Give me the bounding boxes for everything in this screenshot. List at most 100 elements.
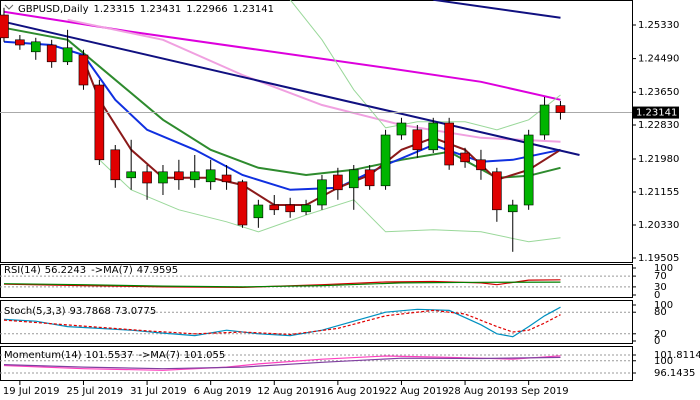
candle-body: [78, 54, 89, 86]
y-tick-label: 1.20330: [638, 220, 679, 231]
y-tick-label: 100: [654, 263, 673, 274]
candle-body: [94, 84, 105, 161]
y-tick-label: 0: [654, 336, 660, 347]
moving-average: [99, 159, 561, 243]
candle-body: [285, 204, 295, 213]
x-tick-label: 6 Aug 2019: [194, 386, 252, 397]
indicator-value: 47.9595: [137, 265, 178, 276]
candle-body: [0, 14, 9, 39]
indicator-name: Momentum(14): [4, 350, 82, 361]
x-tick-label: 12 Aug 2019: [257, 386, 321, 397]
panel-title: Stoch(5,3,3) 93.7868 73.0775: [4, 306, 156, 317]
candle-body: [237, 181, 248, 226]
title-low: 1.22966: [186, 4, 227, 15]
candle-body: [142, 171, 152, 184]
moving-average: [3, 40, 561, 191]
indicator-name: Stoch(5,3,3): [4, 306, 66, 317]
candle-body: [396, 122, 407, 136]
y-tick-label: 30: [654, 282, 667, 293]
y-tick-label: 101.8114: [654, 350, 700, 361]
x-tick-label: 19 Jul 2019: [3, 386, 60, 397]
stoch-frame: [0, 300, 633, 344]
y-tick-label: 1.23650: [638, 87, 679, 98]
y-tick-label: 1.25330: [638, 20, 679, 31]
current-price-label: 1.23141: [636, 108, 677, 119]
moving-average: [3, 20, 580, 156]
candle-body: [253, 204, 264, 219]
candle-body: [174, 171, 184, 181]
candle-body: [126, 171, 136, 179]
main-frame: [0, 0, 633, 263]
candle-body: [555, 105, 566, 113]
x-tick-label: 25 Jul 2019: [66, 386, 123, 397]
rsi-frame: [0, 264, 633, 298]
y-tick-label: 96.1435: [654, 368, 695, 379]
candle-body: [333, 174, 343, 191]
x-tick-label: 31 Jul 2019: [130, 386, 187, 397]
candle-body: [46, 44, 57, 63]
candle-body: [301, 204, 311, 213]
candle-body: [317, 179, 327, 206]
indicator-name: ->MA(7): [91, 265, 133, 276]
moving-average: [3, 26, 561, 179]
indicator-value: 101.5537: [86, 350, 134, 361]
indicator-line: [3, 279, 561, 289]
title-open: 1.23315: [94, 4, 135, 15]
chart-title: GBPUSD,Daily 1.23315 1.23431 1.22966 1.23141: [18, 4, 274, 15]
indicator-value: 73.0775: [115, 306, 156, 317]
candle-body: [189, 171, 200, 181]
y-tick-label: 1.22830: [638, 120, 679, 131]
moving-average: [433, 0, 561, 19]
symbol: GBPUSD,Daily: [18, 4, 89, 15]
y-tick-label: 1.21155: [638, 187, 679, 198]
candle-body: [348, 169, 359, 189]
candle-body: [476, 159, 486, 171]
candle-body: [444, 122, 454, 166]
y-tick-label: 100: [654, 356, 673, 367]
indicator-value: 56.2243: [45, 265, 86, 276]
candle-body: [380, 134, 391, 187]
candle-body: [30, 41, 41, 53]
y-tick-label: 100: [654, 300, 673, 311]
candle-body: [205, 169, 216, 183]
y-tick-label: 1.19505: [638, 253, 679, 264]
candle-body: [62, 47, 73, 63]
candle-body: [523, 134, 534, 206]
moving-average: [289, 0, 561, 131]
collapse-icon: [4, 4, 14, 10]
y-tick-label: 1.24490: [638, 54, 679, 65]
x-tick-label: 22 Aug 2019: [384, 386, 448, 397]
x-tick-label: 3 Sep 2019: [512, 386, 569, 397]
candle-body: [221, 174, 232, 183]
x-tick-label: 28 Aug 2019: [448, 386, 512, 397]
indicator-line: [3, 356, 561, 370]
y-tick-label: 0: [654, 290, 660, 301]
indicator-value: 93.7868: [69, 306, 110, 317]
panel-title: RSI(14) 56.2243 ->MA(7) 47.9595: [4, 265, 178, 276]
title-high: 1.23431: [140, 4, 181, 15]
candle-body: [110, 149, 121, 181]
candle-body: [492, 171, 502, 211]
x-tick-label: 16 Aug 2019: [321, 386, 385, 397]
candle-body: [539, 104, 550, 136]
candle-body: [428, 122, 439, 151]
y-tick-label: 1.21980: [638, 154, 679, 165]
candle-body: [364, 169, 375, 187]
y-tick-label: 70: [654, 271, 667, 282]
candle-body: [269, 204, 280, 211]
indicator-value: 101.055: [184, 350, 225, 361]
moving-average: [67, 18, 561, 143]
candle-body: [507, 204, 518, 213]
indicator-line: [3, 306, 561, 338]
indicator-line: [3, 281, 561, 288]
y-tick-label: 20: [654, 329, 667, 340]
candle-body: [158, 171, 168, 184]
panel-title: Momentum(14) 101.5537 ->MA(7) 101.055: [4, 350, 225, 361]
momentum-frame: [0, 346, 633, 381]
candle-body: [460, 152, 470, 163]
indicator-name: RSI(14): [4, 265, 41, 276]
candle-body: [412, 129, 423, 151]
candle-body: [15, 39, 25, 46]
title-close: 1.23141: [233, 4, 274, 15]
